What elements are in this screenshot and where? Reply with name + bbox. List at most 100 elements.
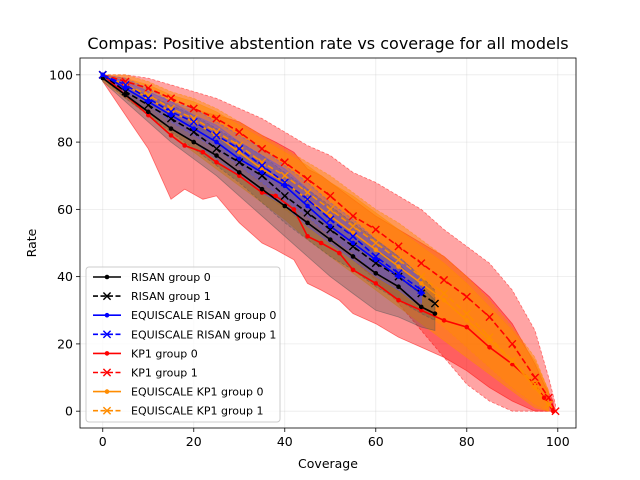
- data-point-7-8: [280, 171, 289, 180]
- data-point-7-15: [439, 289, 449, 298]
- data-point-7-12: [371, 238, 380, 248]
- data-point-6-16: [464, 318, 470, 323]
- data-point-0-12: [373, 270, 379, 276]
- data-point-0-6: [236, 170, 242, 175]
- data-point-2-1: [123, 85, 128, 91]
- legend-box: [85, 266, 281, 423]
- legend-marker-6: [104, 389, 110, 394]
- y-tick-label: 20: [57, 336, 73, 351]
- y-axis-ticks: 0 20 40 60 80 100: [49, 67, 80, 419]
- data-point-7-16: [462, 309, 471, 318]
- data-point-2-8: [282, 183, 288, 189]
- data-point-1-8: [280, 191, 289, 201]
- data-point-5-12: [371, 225, 380, 234]
- data-point-4-11: [305, 233, 310, 239]
- data-point-7-3: [166, 104, 176, 113]
- data-point-7-2: [144, 90, 153, 100]
- data-point-0-0: [100, 75, 106, 81]
- data-point-5-1: [121, 77, 130, 86]
- data-point-3-9: [303, 195, 312, 204]
- data-point-3-0: [98, 70, 107, 79]
- data-point-4-8: [259, 190, 265, 195]
- data-point-1-1: [121, 87, 130, 96]
- data-point-1-11: [348, 242, 358, 251]
- data-point-0-11: [350, 254, 356, 259]
- data-point-4-7: [236, 173, 242, 179]
- series-markers: [98, 70, 560, 416]
- x-tick-label: 60: [368, 434, 384, 449]
- data-point-2-6: [236, 156, 242, 162]
- data-point-5-21: [551, 407, 560, 416]
- data-point-7-7: [257, 158, 267, 167]
- data-point-4-21: [509, 361, 515, 367]
- data-point-2-5: [214, 139, 219, 145]
- data-point-7-19: [530, 380, 540, 389]
- data-point-4-6: [214, 159, 219, 165]
- legend-marker-5: [102, 368, 112, 377]
- data-point-1-15: [430, 299, 440, 308]
- legend-label-7: EQUISCALE KP1 group 1: [131, 405, 263, 418]
- legend-marker-7: [102, 406, 112, 415]
- data-point-6-11: [350, 230, 356, 236]
- data-point-1-6: [235, 158, 244, 167]
- data-point-0-14: [418, 304, 424, 310]
- data-point-4-13: [337, 250, 342, 256]
- data-point-5-6: [235, 127, 244, 137]
- data-point-6-17: [487, 338, 492, 343]
- data-point-6-6: [236, 149, 242, 155]
- data-point-7-11: [348, 222, 358, 231]
- data-point-2-2: [145, 99, 151, 105]
- plot-area: [80, 58, 576, 428]
- data-point-5-3: [166, 94, 176, 103]
- confidence-band-6: [102, 74, 550, 412]
- data-point-7-20: [544, 400, 553, 409]
- data-point-3-11: [348, 232, 358, 241]
- data-point-0-15: [432, 311, 438, 316]
- data-point-5-16: [462, 292, 471, 301]
- data-point-2-9: [305, 203, 310, 209]
- data-point-0-5: [214, 153, 219, 158]
- data-point-5-17: [485, 312, 494, 322]
- y-tick-label: 0: [65, 404, 73, 419]
- data-point-0-1: [123, 92, 128, 98]
- confidence-band-7: [102, 74, 550, 412]
- data-point-5-15: [439, 275, 449, 285]
- data-point-7-10: [326, 205, 335, 214]
- data-point-1-2: [144, 100, 153, 110]
- data-point-5-18: [508, 339, 517, 349]
- legend-marker-3: [102, 330, 112, 339]
- data-point-4-15: [373, 281, 379, 286]
- data-point-4-17: [418, 307, 424, 313]
- data-point-4-10: [291, 207, 297, 212]
- data-point-3-13: [394, 269, 403, 278]
- data-point-4-19: [464, 324, 470, 330]
- data-point-6-14: [418, 281, 424, 286]
- data-point-0-7: [259, 186, 265, 192]
- x-axis-label: Coverage: [298, 456, 358, 471]
- x-tick-label: 20: [186, 434, 202, 449]
- y-tick-label: 100: [49, 67, 73, 82]
- legend-label-1: RISAN group 1: [131, 290, 211, 303]
- data-point-6-15: [441, 297, 447, 303]
- data-point-2-3: [168, 112, 174, 118]
- legend-marker-0: [104, 274, 110, 280]
- data-point-5-7: [257, 144, 267, 153]
- legend-label-5: KP1 group 1: [131, 367, 198, 380]
- series-line-0: [102, 77, 436, 315]
- data-point-5-9: [303, 174, 312, 184]
- data-point-1-5: [212, 144, 221, 153]
- data-point-7-13: [394, 255, 403, 264]
- data-point-2-7: [259, 170, 265, 175]
- x-axis-ticks: 0 20 40 60 80 100: [99, 428, 570, 449]
- data-point-4-14: [350, 267, 356, 273]
- data-point-4-5: [200, 149, 206, 155]
- data-point-3-3: [166, 107, 176, 116]
- data-point-6-7: [259, 166, 265, 172]
- legend-marker-4: [104, 351, 110, 356]
- data-point-7-6: [235, 141, 244, 150]
- data-point-7-17: [485, 333, 494, 342]
- legend-marker-2: [104, 312, 110, 318]
- data-point-3-8: [280, 178, 289, 187]
- data-point-0-3: [168, 126, 174, 131]
- data-point-0-13: [396, 284, 401, 290]
